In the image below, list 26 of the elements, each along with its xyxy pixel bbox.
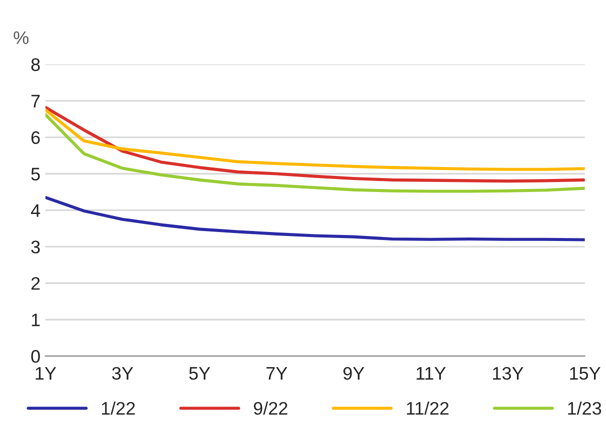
y-tick-label: 6 [31, 131, 40, 144]
legend-label: 11/22 [406, 401, 448, 415]
y-tick-label: 2 [31, 277, 40, 290]
legend-label: 9/22 [254, 401, 288, 415]
y-tick-label: 8 [31, 58, 40, 72]
x-tick-label: 1Y [36, 367, 56, 380]
line-series [45, 113, 585, 193]
y-tick-label: 5 [31, 168, 40, 180]
line-series [45, 108, 585, 171]
legend-label: 1/22 [102, 401, 135, 415]
y-axis-title: % [14, 31, 28, 44]
x-tick-label: 11Y [416, 367, 446, 380]
x-tick-label: 13Y [493, 366, 524, 380]
legend-label: 1/23 [568, 401, 602, 415]
x-tick-label: 9Y [343, 366, 364, 380]
x-tick-label: 5Y [189, 367, 210, 380]
line-series [45, 106, 585, 183]
x-tick-label: 7Y [266, 367, 288, 380]
line-series [45, 196, 585, 242]
x-tick-label: 3Y [112, 366, 134, 380]
x-tick-label: 15Y [570, 367, 600, 380]
y-tick-label: 4 [30, 204, 40, 217]
y-tick-label: 1 [32, 314, 40, 326]
y-tick-label: 7 [31, 94, 40, 108]
y-tick-label: 0 [31, 350, 40, 363]
y-tick-label: 3 [31, 240, 40, 254]
